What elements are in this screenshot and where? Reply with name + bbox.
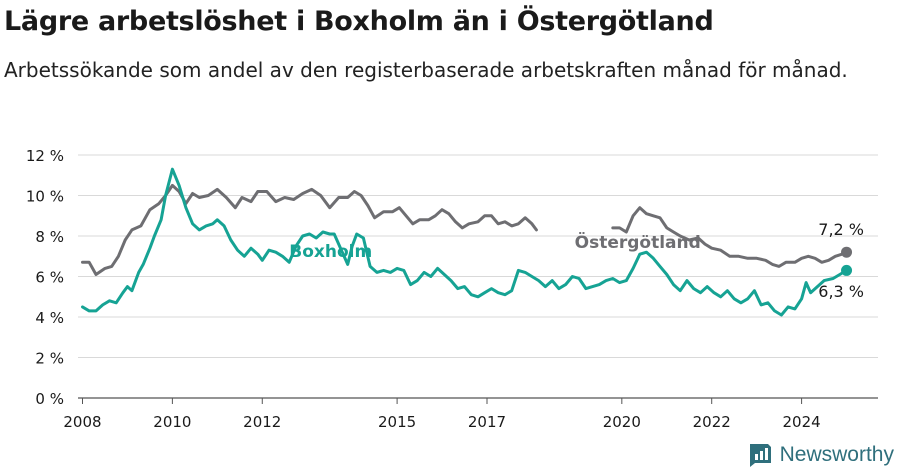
chart-subtitle: Arbetssökande som andel av den registerb… [4,58,848,82]
series-layer [81,167,853,317]
y-tick-label: 10 % [26,188,64,206]
end-value-ostergotland: 7,2 % [818,220,864,239]
brand-name: Newsworthy [779,443,894,466]
grid-layer [78,154,878,399]
series-label-boxholm: Boxholm [289,242,372,262]
x-tick-label: 2012 [243,413,281,431]
y-tick-label: 0 % [35,390,64,408]
x-tick-label: 2008 [63,413,101,431]
x-tick-label: 2015 [378,413,416,431]
end-value-boxholm: 6,3 % [818,282,864,301]
y-tick-label: 4 % [35,309,64,327]
series-label-ostergotland: Östergötland [575,231,701,253]
x-tick-label: 2022 [693,413,731,431]
series-endpoint-ostergotland [841,246,853,258]
series-line-boxholm [81,167,848,317]
chart-title: Lägre arbetslöshet i Boxholm än i Österg… [4,6,714,37]
x-tick-label: 2020 [603,413,641,431]
y-tick-label: 6 % [35,269,64,287]
axis-layer: 0 % 2 % 4 % 6 % 8 % 10 % 12 % 2008 2010 2012 2015 2… [26,147,821,431]
x-tick-label: 2010 [153,413,191,431]
x-tick-label: 2017 [468,413,506,431]
series-line-ostergotland [81,183,848,276]
newsworthy-logo-icon [749,444,771,467]
y-tick-label: 2 % [35,350,64,368]
series-endpoint-boxholm [841,264,853,276]
newsworthy-brand[interactable]: Newsworthy [747,442,894,468]
y-tick-label: 12 % [26,147,64,165]
label-layer: Östergötland Boxholm 7,2 % 6,3 % [289,220,864,301]
y-tick-label: 8 % [35,228,64,246]
x-tick-label: 2024 [783,413,821,431]
